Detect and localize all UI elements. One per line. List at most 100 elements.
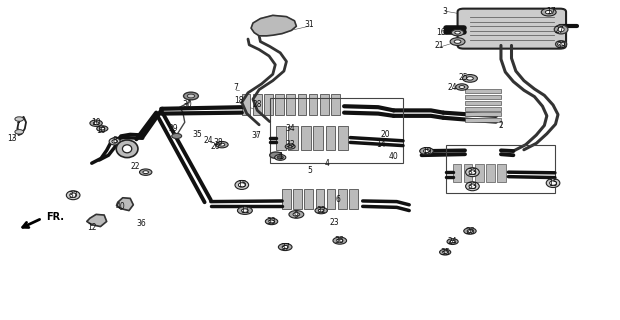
Bar [313,126,323,150]
Circle shape [216,141,228,148]
Text: 33: 33 [467,182,477,191]
Bar [349,189,358,209]
Circle shape [319,209,324,212]
Text: 11: 11 [240,206,250,215]
Ellipse shape [69,193,76,197]
Circle shape [265,218,278,225]
Bar [275,94,284,115]
Circle shape [140,169,152,175]
Text: 31: 31 [304,20,314,28]
Ellipse shape [66,191,80,200]
Text: 33: 33 [467,168,477,177]
Text: 6: 6 [335,195,340,204]
Text: 36: 36 [136,219,146,228]
Circle shape [454,31,460,34]
Ellipse shape [546,179,560,188]
Bar [282,189,291,209]
Bar [338,126,348,150]
Bar [465,112,501,116]
Bar [465,118,501,122]
Text: 24: 24 [203,136,213,145]
Circle shape [15,130,24,134]
Text: 36: 36 [335,236,345,245]
Circle shape [277,156,283,159]
Circle shape [467,77,473,80]
Text: 7: 7 [233,83,238,92]
Ellipse shape [117,140,138,158]
Text: 24: 24 [448,83,458,92]
Text: 38: 38 [213,138,223,147]
Bar [301,126,311,150]
Circle shape [440,249,451,255]
Circle shape [184,92,198,100]
Text: 37: 37 [280,243,290,252]
Text: 33: 33 [267,217,277,226]
Bar [326,126,335,150]
Text: 12: 12 [87,223,97,232]
Text: 30: 30 [182,100,192,109]
Text: 32: 32 [316,206,326,215]
Bar [465,107,501,111]
Bar [453,164,461,182]
Bar [338,189,347,209]
Circle shape [93,122,99,125]
Ellipse shape [122,145,131,153]
Circle shape [557,42,565,46]
Text: 27: 27 [554,26,564,35]
Text: 37: 37 [251,131,261,140]
Ellipse shape [549,181,556,185]
Circle shape [242,209,248,212]
Bar [316,189,324,209]
Text: 28: 28 [252,100,262,109]
Circle shape [100,127,105,130]
Circle shape [90,120,102,126]
Circle shape [187,94,195,98]
Text: 26: 26 [211,142,221,151]
Circle shape [454,40,461,43]
Circle shape [463,75,477,82]
Text: 3: 3 [443,7,448,16]
Text: 25: 25 [459,73,469,82]
Text: 34: 34 [285,124,295,133]
Circle shape [451,29,464,36]
Bar [446,145,555,193]
Circle shape [447,239,458,244]
Text: 18: 18 [234,96,244,105]
Text: 19: 19 [422,147,432,156]
Text: 40: 40 [389,152,399,161]
Bar [276,126,286,150]
Bar [486,164,495,182]
Text: 4: 4 [325,159,330,168]
Bar [286,94,295,115]
Text: 17: 17 [546,7,556,16]
Bar [293,189,302,209]
Bar [465,101,501,105]
Text: 15: 15 [237,180,247,189]
Text: 16: 16 [436,28,446,37]
Ellipse shape [235,180,249,189]
Bar [304,189,313,209]
Bar [497,164,506,182]
Circle shape [423,149,430,153]
Text: 23: 23 [330,218,340,227]
Bar [270,98,403,163]
FancyBboxPatch shape [458,9,566,49]
Polygon shape [117,198,133,211]
Ellipse shape [554,25,568,34]
Circle shape [450,240,455,243]
Text: 1: 1 [278,152,283,161]
Bar [464,164,472,182]
Text: 39: 39 [556,41,566,50]
Text: 9: 9 [294,211,299,220]
Circle shape [270,152,282,158]
Bar [327,189,335,209]
Circle shape [282,245,288,249]
Text: 5: 5 [308,166,312,175]
Ellipse shape [558,27,564,32]
Circle shape [237,207,252,214]
Bar [465,89,501,93]
Circle shape [464,228,476,234]
Text: 35: 35 [440,248,450,257]
Text: 10: 10 [96,126,106,135]
Text: 37: 37 [68,191,78,200]
